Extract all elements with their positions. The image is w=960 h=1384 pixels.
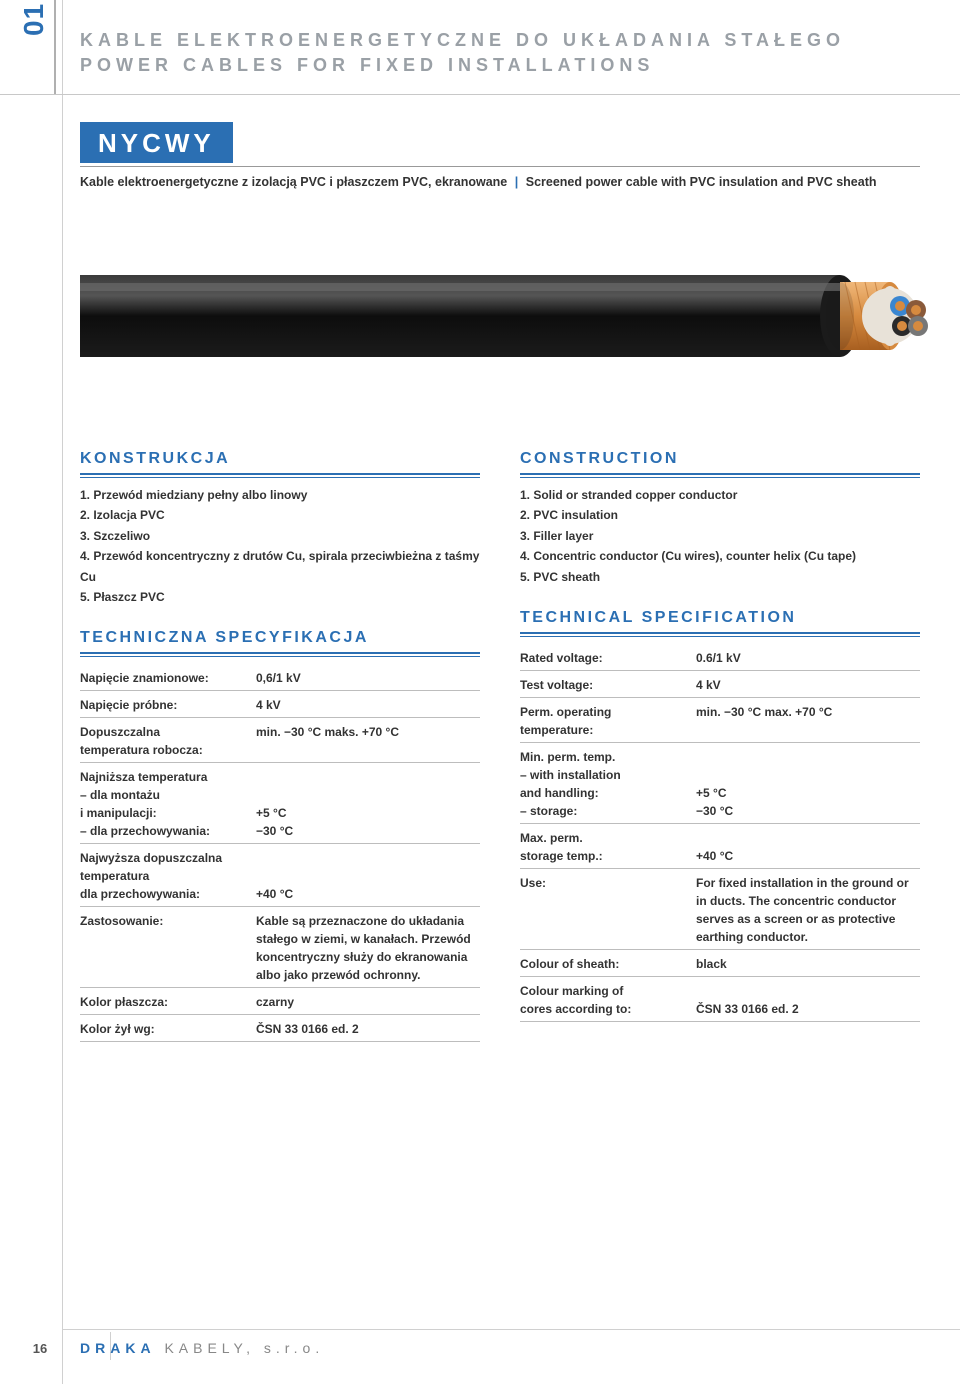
spec-value: 0,6/1 kV	[256, 669, 480, 687]
konstrukcja-heading: KONSTRUKCJA	[80, 450, 480, 475]
header-line-en: POWER CABLES FOR FIXED INSTALLATIONS	[80, 55, 920, 76]
spec-value: +5 °C −30 °C	[256, 768, 480, 840]
spec-row: Use:For fixed installation in the ground…	[520, 869, 920, 950]
list-item: 2. Izolacja PVC	[80, 505, 480, 525]
spec-value: black	[696, 955, 920, 973]
spec-row: Dopuszczalna temperatura robocza:min. −3…	[80, 718, 480, 763]
spec-row: Kolor płaszcza:czarny	[80, 988, 480, 1015]
spec-value: +5 °C −30 °C	[696, 748, 920, 820]
spec-row: Perm. operating temperature:min. −30 °C …	[520, 698, 920, 743]
section-number: 01	[18, 3, 50, 36]
product-tag: NYCWY	[80, 122, 233, 163]
spec-value: Kable są przeznaczone do układania stałe…	[256, 912, 480, 984]
construction-heading: CONSTRUCTION	[520, 450, 920, 475]
spec-label: Use:	[520, 874, 696, 946]
spec-row: Najniższa temperatura – dla montażu i ma…	[80, 763, 480, 844]
spec-row: Colour of sheath:black	[520, 950, 920, 977]
spec-label: Napięcie próbne:	[80, 696, 256, 714]
spec-value: 4 kV	[256, 696, 480, 714]
spec-label: Min. perm. temp. – with installation and…	[520, 748, 696, 820]
spec-row: Test voltage:4 kV	[520, 671, 920, 698]
spec-label: Najwyższa dopuszczalna temperatura dla p…	[80, 849, 256, 903]
list-item: 4. Concentric conductor (Cu wires), coun…	[520, 546, 920, 566]
spec-value: ČSN 33 0166 ed. 2	[256, 1020, 480, 1038]
list-item: 2. PVC insulation	[520, 505, 920, 525]
spec-value: 0.6/1 kV	[696, 649, 920, 667]
spec-table-pl: Napięcie znamionowe:0,6/1 kVNapięcie pró…	[80, 664, 480, 1042]
product-description: Kable elektroenergetyczne z izolacją PVC…	[80, 166, 920, 192]
side-rule-inner	[62, 0, 63, 1384]
list-item: 5. Płaszcz PVC	[80, 587, 480, 607]
list-item: 3. Szczeliwo	[80, 526, 480, 546]
spec-label: Colour marking of cores according to:	[520, 982, 696, 1018]
tech-spec-heading-pl: TECHNICZNA SPECYFIKACJA	[80, 629, 480, 654]
spec-label: Max. perm. storage temp.:	[520, 829, 696, 865]
spec-label: Colour of sheath:	[520, 955, 696, 973]
spec-label: Kolor płaszcza:	[80, 993, 256, 1011]
spec-row: Kolor żył wg:ČSN 33 0166 ed. 2	[80, 1015, 480, 1042]
footer-brand-rest: KABELY, s.r.o.	[156, 1340, 325, 1356]
list-item: 4. Przewód koncentryczny z drutów Cu, sp…	[80, 546, 480, 587]
spec-value: 4 kV	[696, 676, 920, 694]
spec-label: Perm. operating temperature:	[520, 703, 696, 739]
spec-row: Rated voltage:0.6/1 kV	[520, 644, 920, 671]
right-column: CONSTRUCTION 1. Solid or stranded copper…	[520, 450, 920, 1042]
spec-row: Zastosowanie:Kable są przeznaczone do uk…	[80, 907, 480, 988]
spec-row: Min. perm. temp. – with installation and…	[520, 743, 920, 824]
spec-table-en: Rated voltage:0.6/1 kVTest voltage:4 kVP…	[520, 644, 920, 1022]
spec-value: ČSN 33 0166 ed. 2	[696, 982, 920, 1018]
spec-row: Max. perm. storage temp.: +40 °C	[520, 824, 920, 869]
footer-brand-main: DRAKA	[80, 1340, 156, 1356]
spec-value: +40 °C	[696, 829, 920, 865]
spec-row: Napięcie próbne:4 kV	[80, 691, 480, 718]
list-item: 5. PVC sheath	[520, 567, 920, 587]
left-column: KONSTRUKCJA 1. Przewód miedziany pełny a…	[80, 450, 480, 1042]
list-item: 1. Solid or stranded copper conductor	[520, 485, 920, 505]
spec-value: +40 °C	[256, 849, 480, 903]
tech-spec-heading-en: TECHNICAL SPECIFICATION	[520, 609, 920, 634]
page-footer: 16 DRAKA KABELY, s.r.o.	[0, 1340, 960, 1356]
product-desc-en: Screened power cable with PVC insulation…	[526, 175, 877, 189]
list-item: 1. Przewód miedziany pełny albo linowy	[80, 485, 480, 505]
spec-row: Colour marking of cores according to: ČS…	[520, 977, 920, 1022]
spec-label: Zastosowanie:	[80, 912, 256, 984]
spec-label: Rated voltage:	[520, 649, 696, 667]
spec-row: Najwyższa dopuszczalna temperatura dla p…	[80, 844, 480, 907]
spec-label: Kolor żył wg:	[80, 1020, 256, 1038]
top-rule	[0, 94, 960, 95]
spec-row: Napięcie znamionowe:0,6/1 kV	[80, 664, 480, 691]
page-header: KABLE ELEKTROENERGETYCZNE DO UKŁADANIA S…	[80, 30, 920, 76]
spec-label: Dopuszczalna temperatura robocza:	[80, 723, 256, 759]
konstrukcja-list: 1. Przewód miedziany pełny albo linowy2.…	[80, 485, 480, 607]
content-columns: KONSTRUKCJA 1. Przewód miedziany pełny a…	[80, 450, 920, 1042]
footer-brand: DRAKA KABELY, s.r.o.	[80, 1340, 324, 1356]
cable-illustration	[80, 220, 960, 410]
header-line-pl: KABLE ELEKTROENERGETYCZNE DO UKŁADANIA S…	[80, 30, 920, 51]
construction-list: 1. Solid or stranded copper conductor2. …	[520, 485, 920, 587]
list-item: 3. Filler layer	[520, 526, 920, 546]
spec-label: Test voltage:	[520, 676, 696, 694]
spec-label: Najniższa temperatura – dla montażu i ma…	[80, 768, 256, 840]
spec-label: Napięcie znamionowe:	[80, 669, 256, 687]
side-rule-outer	[54, 0, 56, 94]
spec-value: For fixed installation in the ground or …	[696, 874, 920, 946]
footer-rule	[62, 1329, 960, 1330]
spec-value: min. −30 °C max. +70 °C	[696, 703, 920, 739]
spec-value: min. −30 °C maks. +70 °C	[256, 723, 480, 759]
product-desc-pl: Kable elektroenergetyczne z izolacją PVC…	[80, 175, 507, 189]
spec-value: czarny	[256, 993, 480, 1011]
desc-separator: |	[511, 175, 523, 189]
page-number: 16	[0, 1341, 80, 1356]
